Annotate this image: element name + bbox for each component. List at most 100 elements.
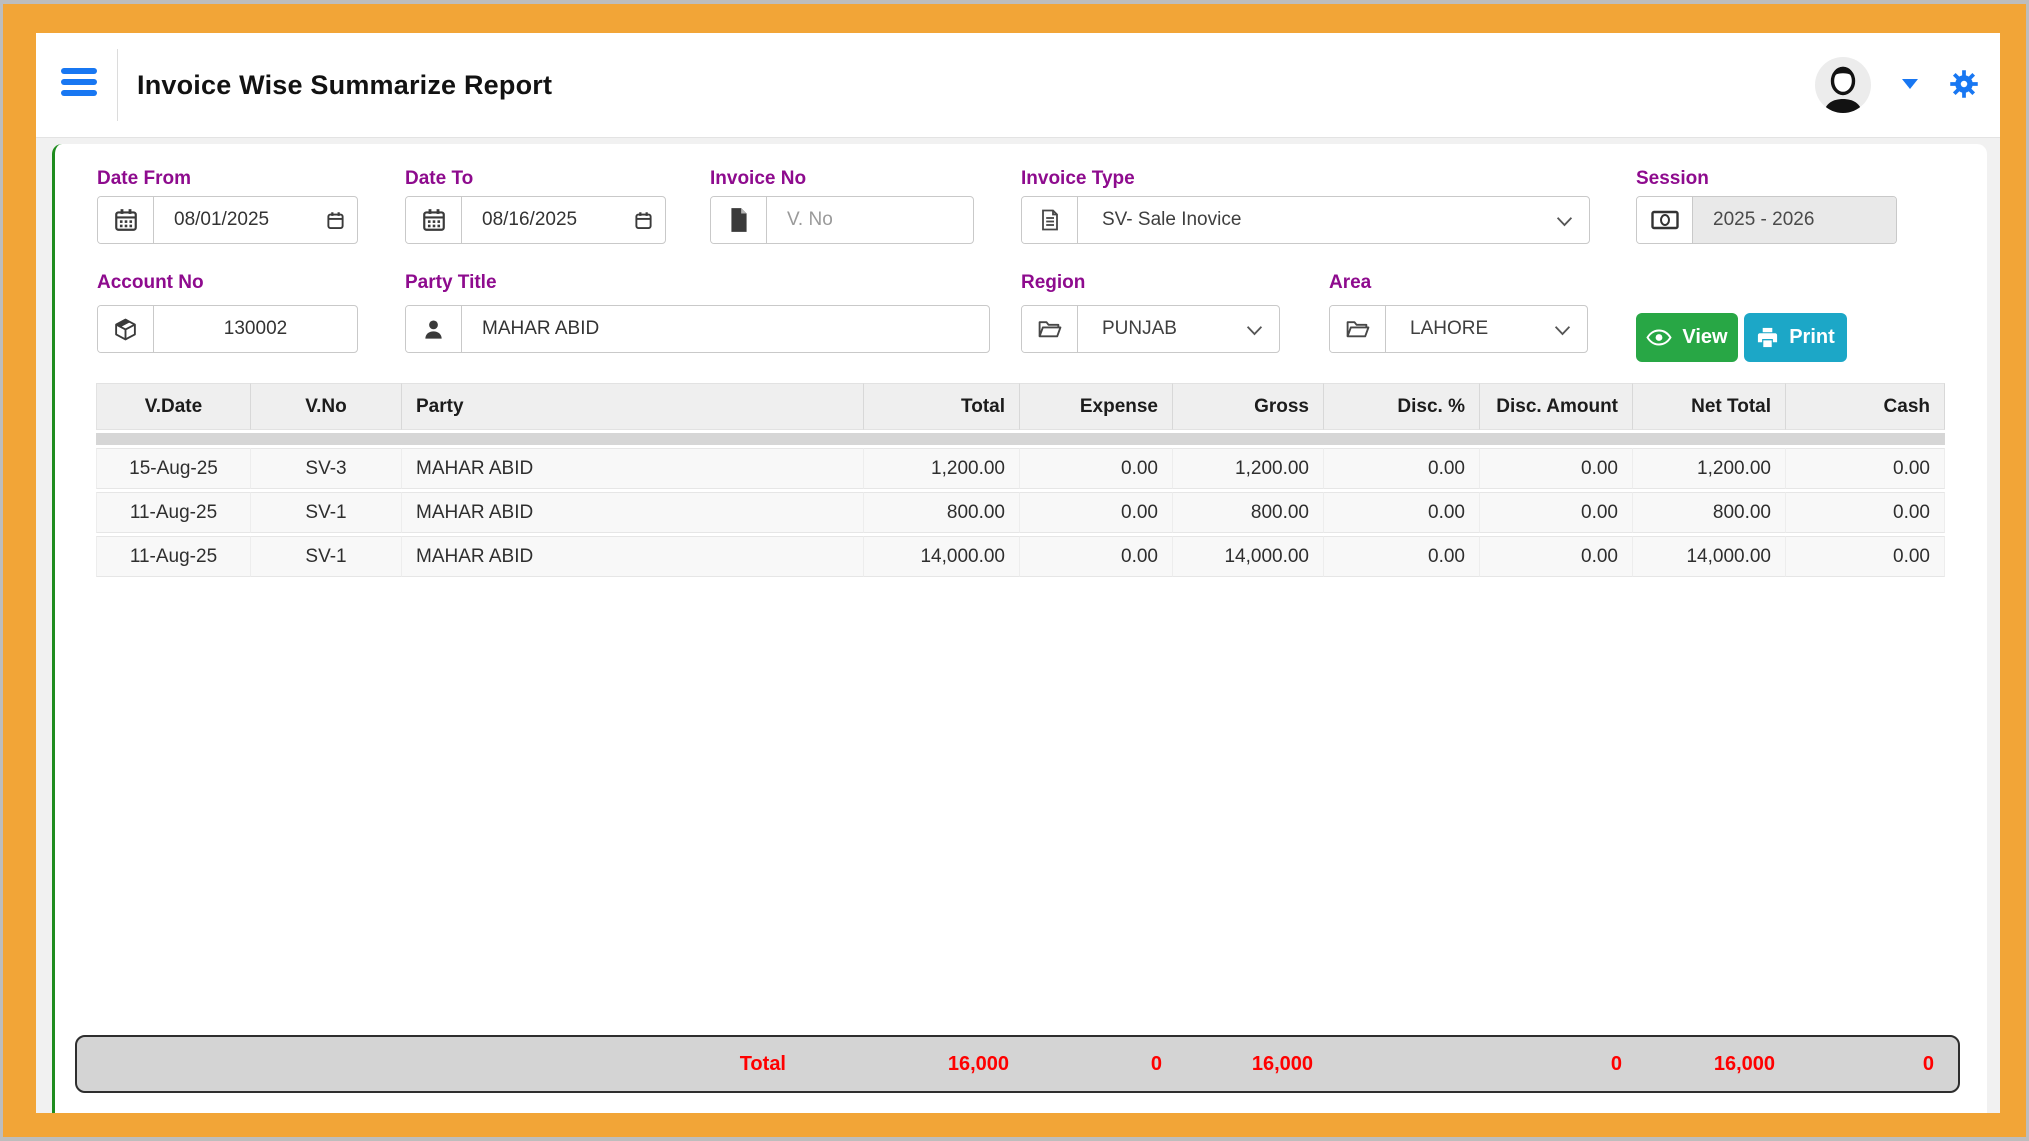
folder-open-icon (1022, 306, 1078, 352)
region-label: Region (1021, 272, 1086, 293)
cell-expense: 0.00 (1020, 492, 1173, 533)
calendar-icon (406, 197, 462, 243)
session-field (1636, 196, 1897, 244)
chevron-down-icon (1554, 326, 1571, 336)
invoice-type-label: Invoice Type (1021, 168, 1135, 189)
date-from-picker-icon[interactable] (326, 211, 345, 230)
invoice-table: V.Date V.No Party Total Expense Gross Di… (96, 380, 1945, 580)
menu-icon[interactable] (61, 68, 97, 96)
totals-net-total: 16,000 (1713, 1052, 1775, 1075)
col-disc-amt: Disc. Amount (1480, 383, 1633, 430)
cube-icon (98, 306, 154, 352)
cell-disc-pct: 0.00 (1324, 536, 1480, 577)
account-no-label: Account No (97, 272, 204, 293)
date-from-input[interactable] (154, 197, 357, 243)
invoice-no-label: Invoice No (710, 168, 807, 189)
header-bar: Invoice Wise Summarize Report (36, 33, 2000, 138)
col-party: Party (402, 383, 864, 430)
region-select[interactable]: PUNJAB (1021, 305, 1280, 353)
chevron-down-icon[interactable] (1902, 79, 1918, 89)
account-no-input[interactable] (154, 306, 357, 352)
date-to-field (405, 196, 666, 244)
cell-party: MAHAR ABID (402, 448, 864, 489)
table-row: 15-Aug-25 SV-3 MAHAR ABID 1,200.00 0.00 … (96, 448, 1945, 489)
invoice-no-field (710, 196, 974, 244)
header-divider (117, 49, 118, 121)
totals-disc-amount: 0 (1610, 1052, 1622, 1075)
col-net-total: Net Total (1633, 383, 1786, 430)
cell-gross: 800.00 (1173, 492, 1324, 533)
cell-vno: SV-1 (251, 536, 402, 577)
chevron-down-icon (1556, 217, 1573, 227)
cell-gross: 14,000.00 (1173, 536, 1324, 577)
table-row: 11-Aug-25 SV-1 MAHAR ABID 800.00 0.00 80… (96, 492, 1945, 533)
user-avatar[interactable] (1815, 57, 1871, 113)
cell-net-total: 800.00 (1633, 492, 1786, 533)
col-disc-pct: Disc. % (1324, 383, 1480, 430)
file-icon (711, 197, 767, 243)
cell-party: MAHAR ABID (402, 492, 864, 533)
party-title-field (405, 305, 990, 353)
account-no-field (97, 305, 358, 353)
col-expense: Expense (1020, 383, 1173, 430)
cell-vdate: 11-Aug-25 (96, 536, 251, 577)
page-title: Invoice Wise Summarize Report (137, 70, 553, 100)
cell-party: MAHAR ABID (402, 536, 864, 577)
cell-disc-amt: 0.00 (1480, 536, 1633, 577)
totals-total: 16,000 (947, 1052, 1009, 1075)
cell-expense: 0.00 (1020, 536, 1173, 577)
user-avatar-icon (1815, 57, 1871, 113)
cell-total: 1,200.00 (864, 448, 1020, 489)
cell-vdate: 11-Aug-25 (96, 492, 251, 533)
table-header-spacer (96, 433, 1945, 445)
party-title-input[interactable] (462, 306, 989, 352)
folder-open-icon (1330, 306, 1386, 352)
cell-total: 14,000.00 (864, 536, 1020, 577)
eye-icon (1646, 329, 1673, 346)
cell-total: 800.00 (864, 492, 1020, 533)
view-button[interactable]: View (1636, 313, 1738, 362)
totals-gross: 16,000 (1251, 1052, 1313, 1075)
view-button-label: View (1682, 326, 1728, 348)
invoice-type-select[interactable]: SV- Sale Inovice (1021, 196, 1590, 244)
col-cash: Cash (1786, 383, 1945, 430)
cell-vno: SV-3 (251, 448, 402, 489)
printer-icon (1758, 327, 1778, 348)
totals-label: Total (739, 1052, 786, 1075)
date-to-label: Date To (405, 168, 474, 189)
date-to-input[interactable] (462, 197, 665, 243)
report-panel: Date From Date To Invoice No Invoice Typ… (52, 144, 1987, 1113)
cell-cash: 0.00 (1786, 536, 1945, 577)
col-vdate: V.Date (96, 383, 251, 430)
chevron-down-icon (1246, 326, 1263, 336)
totals-bar: Total 16,000 0 16,000 0 16,000 0 (75, 1035, 1960, 1093)
totals-cash: 0 (1922, 1052, 1934, 1075)
col-vno: V.No (251, 383, 402, 430)
cell-cash: 0.00 (1786, 492, 1945, 533)
cell-disc-pct: 0.00 (1324, 492, 1480, 533)
cell-gross: 1,200.00 (1173, 448, 1324, 489)
gear-icon[interactable] (1949, 69, 1979, 99)
calendar-icon (98, 197, 154, 243)
date-to-picker-icon[interactable] (634, 211, 653, 230)
area-select[interactable]: LAHORE (1329, 305, 1588, 353)
person-icon (406, 306, 462, 352)
col-total: Total (864, 383, 1020, 430)
col-gross: Gross (1173, 383, 1324, 430)
cell-net-total: 1,200.00 (1633, 448, 1786, 489)
table-row: 11-Aug-25 SV-1 MAHAR ABID 14,000.00 0.00… (96, 536, 1945, 577)
session-input (1693, 197, 1896, 243)
session-label: Session (1636, 168, 1709, 189)
print-button[interactable]: Print (1744, 313, 1847, 362)
invoice-no-input[interactable] (767, 197, 973, 243)
print-button-label: Print (1789, 326, 1835, 348)
date-from-field (97, 196, 358, 244)
cell-vno: SV-1 (251, 492, 402, 533)
page: Invoice Wise Summarize Report (36, 33, 2000, 1113)
cell-vdate: 15-Aug-25 (96, 448, 251, 489)
date-from-label: Date From (97, 168, 191, 189)
area-value: LAHORE (1410, 318, 1489, 339)
table-header-row: V.Date V.No Party Total Expense Gross Di… (96, 383, 1945, 430)
invoice-type-value: SV- Sale Inovice (1102, 209, 1242, 230)
area-label: Area (1329, 272, 1372, 293)
